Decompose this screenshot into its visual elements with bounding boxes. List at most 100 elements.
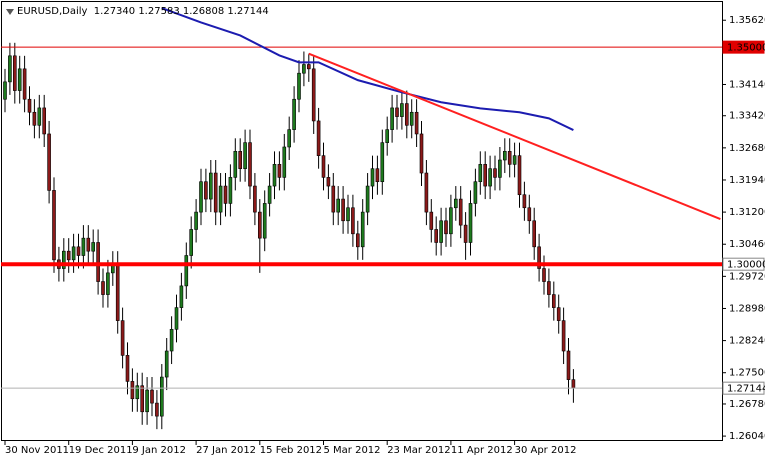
- x-tick-label: 9 Jan 2012: [132, 445, 186, 456]
- price-label: 1.30000: [727, 260, 765, 271]
- candle-body: [556, 307, 561, 321]
- candle-body: [233, 151, 238, 178]
- candle-body: [13, 55, 17, 91]
- candle-body: [385, 129, 390, 143]
- candle-body: [537, 246, 541, 269]
- candle-body: [439, 220, 443, 243]
- candle-body: [483, 164, 488, 187]
- candle-body: [184, 255, 189, 287]
- candle-body: [351, 207, 355, 235]
- moving-average: [161, 7, 574, 131]
- candle-body: [404, 103, 409, 126]
- candle-body: [267, 185, 272, 204]
- candle-body: [61, 250, 66, 269]
- candle-body: [218, 185, 223, 213]
- candle-body: [32, 111, 37, 126]
- candle-body: [287, 129, 292, 148]
- y-tick-label: 1.29720: [729, 271, 765, 282]
- price-label-box: [722, 257, 765, 271]
- candle-body: [52, 190, 56, 261]
- y-tick-label: 1.28980: [729, 303, 765, 314]
- candle-body: [302, 64, 306, 74]
- candle-body: [101, 281, 105, 295]
- candle-body: [414, 111, 419, 135]
- price-label-box: [722, 381, 765, 395]
- candle-body: [551, 294, 556, 308]
- candle-body: [238, 151, 242, 169]
- x-tick-label: 30 Nov 2011: [5, 445, 69, 456]
- candle-body: [522, 194, 527, 209]
- candle-body: [22, 68, 27, 100]
- candle-body: [145, 389, 149, 413]
- candle-body: [542, 268, 546, 282]
- candle-body: [380, 142, 385, 183]
- candle-body: [390, 107, 394, 130]
- candle-body: [3, 81, 7, 100]
- y-tick-label: 1.27500: [729, 368, 765, 379]
- candle-body: [272, 164, 277, 187]
- candle-body: [282, 146, 287, 178]
- plot-frame: [1, 1, 723, 441]
- candle-body: [316, 120, 321, 156]
- candle-body: [400, 103, 404, 117]
- candle-body: [179, 285, 184, 308]
- candle-body: [502, 151, 507, 161]
- candle-body: [223, 185, 228, 204]
- y-tick-label: 1.34140: [729, 79, 765, 90]
- candle-body: [228, 177, 233, 204]
- trend-line: [308, 52, 721, 220]
- candle-body: [91, 242, 95, 252]
- candle-body: [346, 207, 350, 222]
- candle-body: [120, 320, 125, 356]
- candle-body: [199, 181, 203, 213]
- candle-body: [458, 198, 463, 226]
- candle-body: [424, 172, 429, 213]
- candle-body: [209, 172, 213, 200]
- candle-body: [130, 381, 135, 400]
- candle-body: [321, 155, 326, 178]
- candle-body: [419, 133, 424, 174]
- candle-body: [360, 211, 365, 248]
- candle-body: [106, 272, 110, 295]
- price-label: 1.27144: [727, 384, 765, 395]
- y-tick-label: 1.28240: [729, 336, 765, 347]
- candle-body: [174, 307, 179, 330]
- candle-body: [429, 211, 434, 230]
- candle-body: [81, 237, 86, 256]
- candle-body: [370, 168, 375, 187]
- candle-body: [493, 168, 497, 178]
- candle-body: [453, 198, 458, 209]
- candle-body: [257, 211, 262, 239]
- candle-body: [444, 220, 448, 235]
- candle-body: [253, 185, 257, 213]
- candle-body: [468, 203, 473, 243]
- candle-body: [277, 164, 282, 178]
- candle-body: [115, 263, 120, 321]
- candle-body: [27, 98, 32, 113]
- candle-body: [375, 168, 380, 183]
- candle-body: [449, 207, 453, 235]
- y-tick-label: 1.26040: [729, 431, 765, 442]
- y-tick-label: 1.35620: [729, 15, 765, 26]
- candle-body: [311, 68, 316, 122]
- y-tick-label: 1.31940: [729, 175, 765, 186]
- candle-body: [47, 133, 51, 191]
- candle-body: [306, 64, 311, 70]
- candle-body: [76, 246, 81, 256]
- candle-body: [297, 72, 301, 100]
- candle-body: [488, 168, 492, 187]
- candle-body: [365, 185, 370, 213]
- candle-body: [71, 246, 76, 261]
- candle-body: [160, 376, 164, 417]
- chart-title: EURUSD,Daily 1.27340 1.27583 1.26808 1.2…: [17, 6, 269, 17]
- x-tick-label: 23 Mar 2012: [387, 445, 450, 456]
- candle-body: [42, 107, 47, 135]
- candle-body: [326, 177, 331, 187]
- candle-body: [37, 107, 42, 126]
- candle-body: [478, 164, 483, 183]
- candle-body: [189, 229, 193, 256]
- candle-body: [86, 237, 91, 252]
- candle-body: [169, 329, 174, 352]
- candle-body: [517, 155, 522, 196]
- candle-body: [125, 355, 130, 382]
